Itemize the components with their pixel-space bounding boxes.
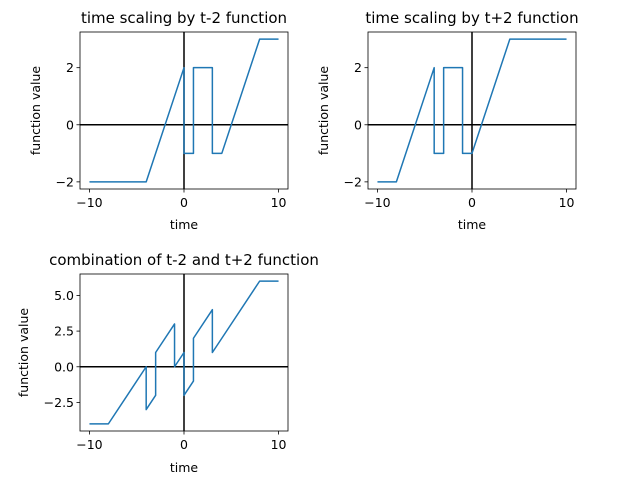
y-tick-label: −2.5	[44, 395, 74, 410]
y-tick-label: 0.0	[54, 359, 74, 374]
subplot-combination: combination of t-2 and t+2 function time…	[16, 251, 319, 475]
y-tick-label: −2	[56, 174, 74, 189]
series-line	[89, 38, 279, 183]
subplot-title: time scaling by t-2 function	[81, 9, 287, 27]
x-tick-label: −10	[76, 195, 102, 210]
subplot-title: combination of t-2 and t+2 function	[49, 251, 319, 269]
x-tick-label: −10	[364, 195, 390, 210]
y-tick-label: −2	[344, 174, 362, 189]
y-tick-label: 0	[354, 117, 362, 132]
x-axis-label: time	[170, 460, 199, 475]
subplot-t-minus-2: time scaling by t-2 function time functi…	[28, 9, 289, 232]
y-axis-label: function value	[16, 308, 31, 397]
y-tick-label: 5.0	[54, 288, 74, 303]
x-tick-label: 0	[468, 195, 476, 210]
subplot-title: time scaling by t+2 function	[365, 9, 578, 27]
series-line	[89, 280, 279, 425]
x-tick-label: 0	[180, 195, 188, 210]
x-tick-label: 10	[271, 437, 287, 452]
x-tick-label: −10	[76, 437, 102, 452]
y-tick-label: 2.5	[54, 324, 74, 339]
y-axis-label: function value	[316, 66, 331, 155]
y-axis-label: function value	[28, 66, 43, 155]
subplot-t-plus-2: time scaling by t+2 function time functi…	[316, 9, 579, 232]
y-tick-label: 2	[354, 60, 362, 75]
series-line	[377, 38, 567, 183]
x-tick-label: 10	[559, 195, 575, 210]
x-axis-label: time	[458, 217, 487, 232]
y-tick-label: 2	[66, 60, 74, 75]
x-tick-label: 10	[271, 195, 287, 210]
x-tick-label: 0	[180, 437, 188, 452]
y-tick-label: 0	[66, 117, 74, 132]
x-axis-label: time	[170, 217, 199, 232]
